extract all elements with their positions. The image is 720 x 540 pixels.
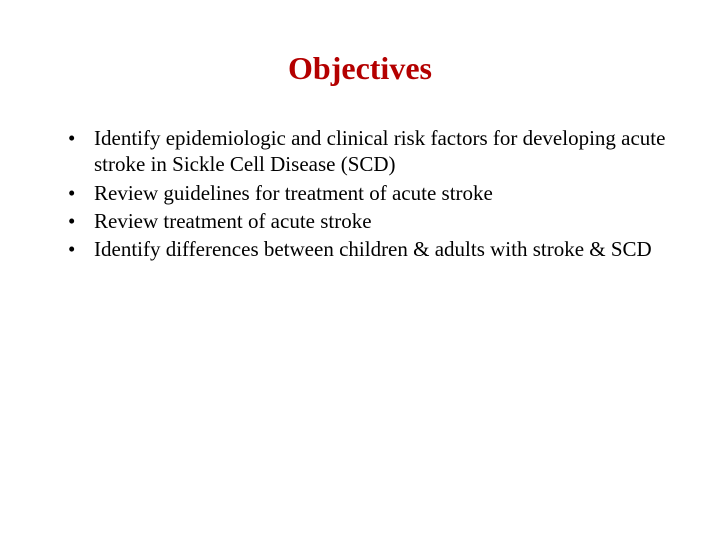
slide-title: Objectives (40, 50, 680, 87)
list-item: Identify differences between children & … (68, 236, 680, 262)
objectives-list: Identify epidemiologic and clinical risk… (40, 125, 680, 262)
list-item: Review treatment of acute stroke (68, 208, 680, 234)
list-item: Identify epidemiologic and clinical risk… (68, 125, 680, 178)
list-item: Review guidelines for treatment of acute… (68, 180, 680, 206)
